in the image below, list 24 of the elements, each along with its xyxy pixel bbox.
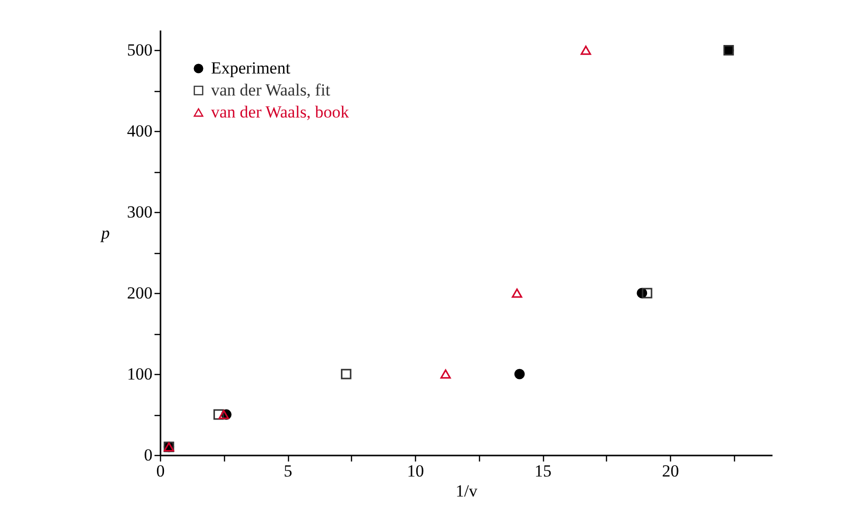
- x-tick-label: 0: [156, 462, 165, 480]
- point: [514, 368, 525, 380]
- y-tick-label: 400: [127, 122, 152, 141]
- point: [218, 410, 229, 420]
- y-tick-label: 0: [144, 446, 152, 464]
- x-tick-label: 15: [534, 462, 552, 480]
- x-axis-title: 1/v: [456, 482, 478, 500]
- y-tick-label: 500: [127, 40, 152, 60]
- x-tick-label: 20: [662, 462, 679, 480]
- point: [580, 46, 592, 55]
- point: [642, 288, 652, 298]
- point: [340, 368, 352, 380]
- legend-label: Experiment: [211, 58, 291, 78]
- legend-label: van der Waals, book: [211, 102, 350, 122]
- point: [213, 409, 224, 420]
- x-tick-label: 10: [407, 462, 424, 480]
- y-tick-label: 100: [127, 364, 152, 384]
- x-tick-label: 5: [284, 462, 292, 480]
- y-tick-label: 200: [127, 284, 152, 303]
- y-tick-label: 300: [127, 202, 152, 222]
- point: [512, 288, 522, 298]
- legend-label: van der Waals, fit: [211, 80, 330, 100]
- y-axis-title: p: [100, 224, 110, 242]
- point: [440, 369, 451, 379]
